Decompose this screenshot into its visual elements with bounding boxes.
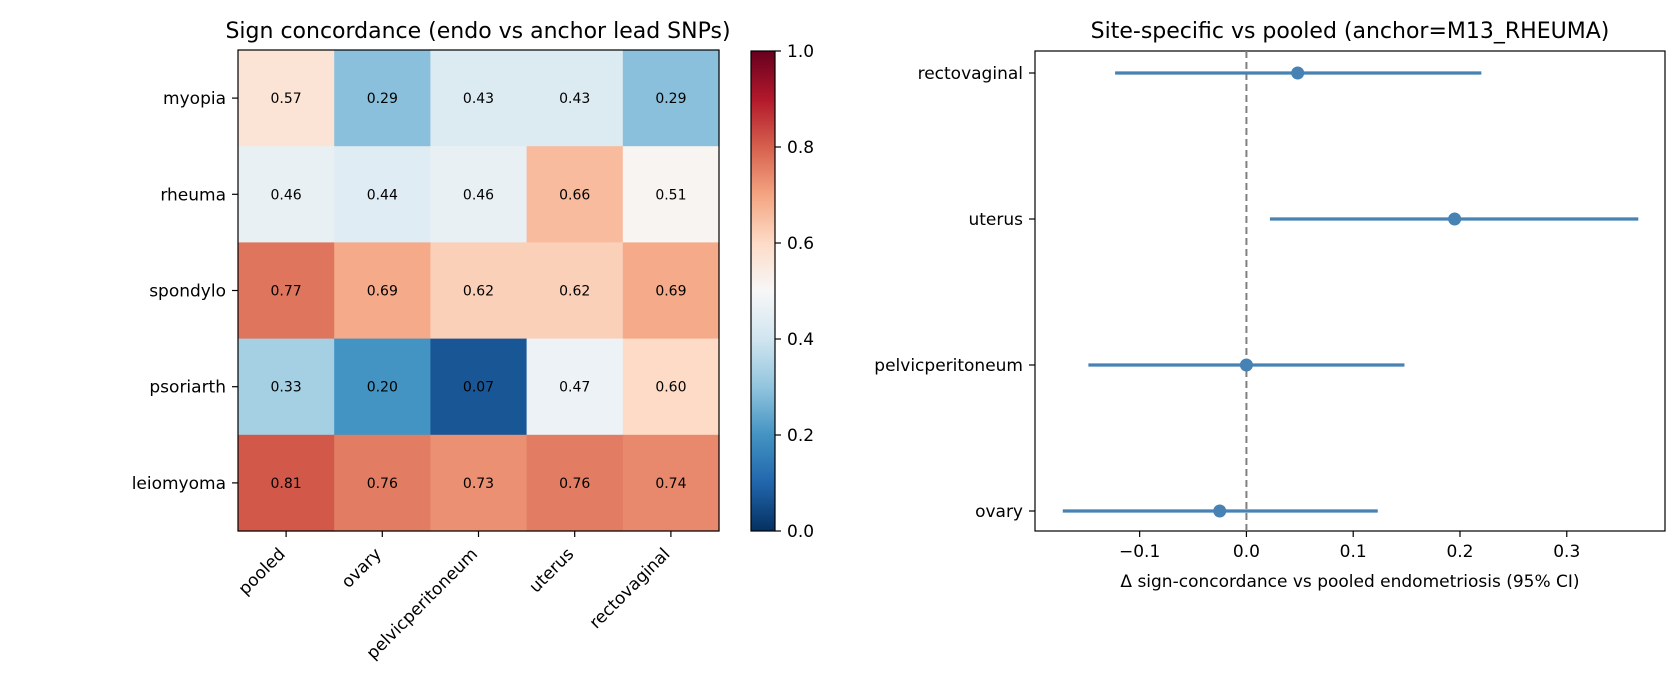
heatmap-cell-label: 0.29: [655, 91, 686, 107]
heatmap-cell-label: 0.43: [463, 91, 494, 107]
heatmap-cell-label: 0.69: [655, 284, 686, 300]
colorbar: 0.0 0.2 0.4 0.6 0.8 1.0: [750, 42, 814, 542]
heatmap-frame: [237, 49, 720, 532]
heatmap-cell-label: 0.20: [367, 380, 398, 396]
heatmap-cell-label: 0.43: [559, 91, 590, 107]
heatmap-cell: [238, 434, 335, 532]
forest-marks: [1062, 66, 1639, 518]
forest-point: [1239, 358, 1253, 372]
heatmap-cell: [622, 146, 720, 243]
forest-title: Site-specific vs pooled (anchor=M13_RHEU…: [1091, 19, 1610, 44]
heatmap-col-label: ovary: [338, 544, 386, 592]
colorbar-ticks: 0.0 0.2 0.4 0.6 0.8 1.0: [775, 42, 814, 542]
forest-y-labels: rectovaginal uterus pelvicperitoneum ovary: [874, 64, 1035, 522]
heatmap-cell-label: 0.44: [367, 187, 398, 203]
heatmap-row-label: rheuma: [160, 185, 226, 205]
heatmap-cell: [430, 338, 528, 436]
heatmap-cell-label: 0.46: [463, 187, 494, 203]
forest-y-label: ovary: [975, 502, 1023, 522]
heatmap-cell: [430, 50, 528, 147]
heatmap-cell: [238, 50, 335, 147]
heatmap-cell: [238, 146, 335, 243]
heatmap-col-label: uterus: [526, 544, 579, 597]
heatmap-cell-label: 0.69: [367, 284, 398, 300]
heatmap-title: Sign concordance (endo vs anchor lead SN…: [225, 19, 730, 44]
forest-x-tick-label: −0.1: [1119, 542, 1160, 562]
heatmap-col-label: rectovaginal: [586, 544, 675, 633]
heatmap-panel: Sign concordance (endo vs anchor lead SN…: [132, 19, 731, 664]
heatmap-cell-label: 0.07: [463, 380, 494, 396]
heatmap-cell-label: 0.33: [271, 380, 302, 396]
colorbar-tick-label: 0.0: [787, 522, 814, 542]
heatmap-cell-label: 0.74: [655, 476, 686, 492]
heatmap-cell-label: 0.81: [271, 476, 302, 492]
heatmap-cell-label: 0.62: [559, 284, 590, 300]
heatmap-cell-label: 0.76: [367, 476, 398, 492]
heatmap-cell-label: 0.46: [271, 187, 302, 203]
colorbar-tick-label: 0.4: [787, 330, 814, 350]
forest-x-tick-label: 0.2: [1446, 542, 1473, 562]
forest-point: [1291, 66, 1305, 80]
heatmap-cell-label: 0.77: [271, 284, 302, 300]
heatmap-col-label: pooled: [235, 544, 290, 599]
forest-x-tick-label: 0.0: [1233, 542, 1260, 562]
heatmap-cell-label: 0.66: [559, 187, 590, 203]
forest-y-label: rectovaginal: [918, 64, 1023, 84]
forest-x-tick-label: 0.3: [1553, 542, 1580, 562]
heatmap-cell: [334, 146, 431, 243]
heatmap-cell-label: 0.73: [463, 476, 494, 492]
heatmap-cell-label: 0.29: [367, 91, 398, 107]
heatmap-row-label: psoriarth: [149, 378, 226, 398]
heatmap-row-labels: myopia rheuma spondylo psoriarth leiomyoma: [132, 89, 238, 494]
heatmap-cell: [622, 242, 720, 340]
forest-x-ticks: −0.1 0.0 0.1 0.2 0.3: [1119, 531, 1580, 562]
heatmap-cell: [334, 338, 431, 436]
colorbar-tick-label: 1.0: [787, 42, 814, 62]
heatmap-cell: [526, 434, 624, 532]
heatmap-cell-label: 0.60: [655, 380, 686, 396]
heatmap-row-label: spondylo: [149, 282, 226, 302]
heatmap-cell: [430, 434, 528, 532]
colorbar-gradient: [750, 50, 776, 532]
forest-point: [1448, 212, 1462, 226]
forest-x-axis-label: Δ sign-concordance vs pooled endometrios…: [1120, 572, 1579, 592]
heatmap-cell: [334, 434, 431, 532]
heatmap-cell: [334, 242, 431, 340]
heatmap-cell: [334, 50, 431, 147]
heatmap-cell-label: 0.57: [271, 91, 302, 107]
forest-point: [1213, 504, 1227, 518]
heatmap-row-label: leiomyoma: [132, 474, 226, 494]
heatmap-cell-label: 0.62: [463, 284, 494, 300]
heatmap-cell: [430, 242, 528, 340]
colorbar-tick-label: 0.6: [787, 234, 814, 254]
heatmap-cell: [526, 242, 624, 340]
heatmap-cell: [622, 338, 720, 436]
heatmap-cell: [238, 338, 335, 436]
forest-x-tick-label: 0.1: [1340, 542, 1367, 562]
forest-panel: Site-specific vs pooled (anchor=M13_RHEU…: [874, 19, 1666, 592]
heatmap-cell: [526, 338, 624, 436]
heatmap-cell-label: 0.51: [655, 187, 686, 203]
heatmap-row-label: myopia: [163, 89, 226, 109]
heatmap-cell: [622, 50, 720, 147]
heatmap-cell-label: 0.76: [559, 476, 590, 492]
forest-y-label: pelvicperitoneum: [874, 356, 1023, 376]
heatmap-cell: [238, 242, 335, 340]
forest-frame: [1034, 50, 1666, 532]
forest-y-label: uterus: [968, 210, 1023, 230]
heatmap-cell: [526, 50, 624, 147]
heatmap-cell: [430, 146, 528, 243]
heatmap-cell-label: 0.47: [559, 380, 590, 396]
colorbar-tick-label: 0.2: [787, 426, 814, 446]
heatmap-cell: [526, 146, 624, 243]
heatmap-cell: [622, 434, 720, 532]
colorbar-tick-label: 0.8: [787, 138, 814, 158]
heatmap-cells: 0.57 0.29 0.43 0.43 0.29 0.46 0.44 0.46 0.66 0.51…: [238, 50, 720, 532]
